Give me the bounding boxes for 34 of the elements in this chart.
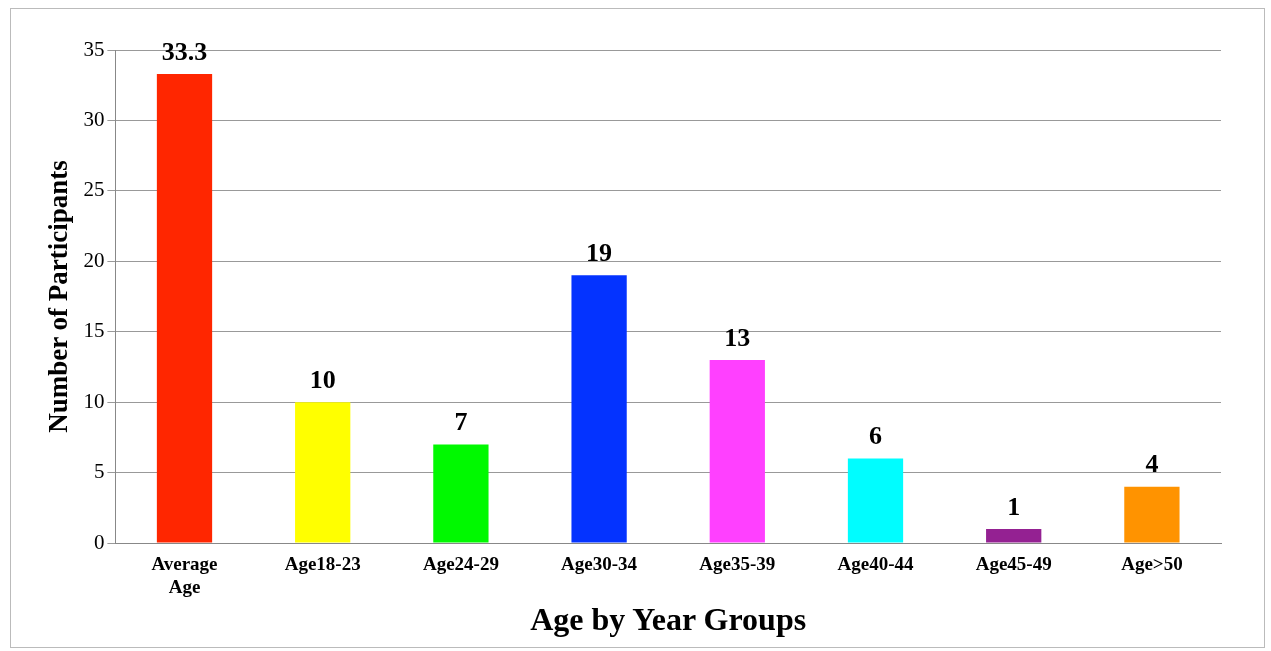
x-tick-label: Age24-29 bbox=[422, 553, 499, 575]
data-label: 10 bbox=[309, 364, 336, 394]
y-tick-label: 35 bbox=[83, 36, 105, 61]
x-axis-title: Age by Year Groups bbox=[530, 601, 807, 638]
x-tick-label: Age35-39 bbox=[699, 553, 776, 575]
x-tick-label: Age18-23 bbox=[284, 553, 361, 575]
y-tick-label: 0 bbox=[93, 529, 105, 554]
x-tick-label: Age40-44 bbox=[837, 553, 914, 575]
bar bbox=[571, 275, 627, 543]
x-tick-label: Age45-49 bbox=[975, 553, 1052, 575]
y-tick-label: 30 bbox=[83, 106, 105, 131]
y-axis-title: Number of Participants bbox=[43, 160, 74, 433]
data-label: 1 bbox=[1007, 491, 1021, 521]
x-tick-label: Age>50 bbox=[1121, 553, 1183, 575]
bar bbox=[295, 402, 351, 543]
data-label: 7 bbox=[454, 407, 468, 437]
y-tick-label: 20 bbox=[83, 247, 105, 272]
data-label: 4 bbox=[1145, 449, 1159, 479]
x-tick-label: Average Age bbox=[151, 553, 218, 598]
bar bbox=[847, 458, 904, 543]
data-label: 33.3 bbox=[161, 36, 208, 66]
bar bbox=[433, 444, 489, 543]
bar bbox=[156, 73, 213, 543]
data-label: 6 bbox=[869, 421, 882, 451]
x-tick-label: Age30-34 bbox=[561, 553, 638, 575]
y-tick-label: 5 bbox=[93, 459, 105, 484]
y-tick-label: 15 bbox=[83, 318, 105, 343]
data-label: 19 bbox=[586, 238, 613, 268]
y-tick-label: 25 bbox=[83, 177, 105, 202]
y-tick-label: 10 bbox=[83, 388, 105, 413]
bar bbox=[986, 528, 1042, 543]
bar bbox=[1124, 486, 1180, 543]
data-label: 13 bbox=[724, 322, 751, 352]
bar bbox=[709, 359, 765, 543]
